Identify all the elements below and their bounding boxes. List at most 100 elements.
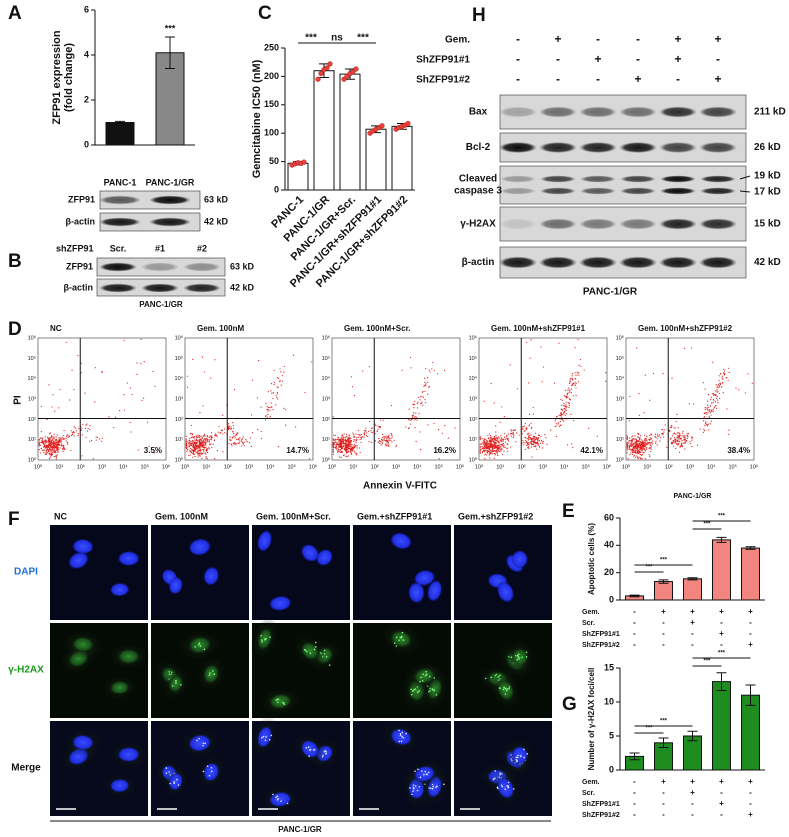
flow-event	[340, 438, 342, 440]
flow-event	[534, 432, 536, 434]
flow-event	[532, 413, 534, 415]
flow-event	[340, 445, 343, 447]
flow-event	[71, 434, 73, 436]
flow-event	[412, 404, 414, 406]
x-tick-label: 10²	[665, 464, 673, 470]
flow-event	[481, 437, 483, 440]
flow-event	[705, 411, 707, 414]
flow-event	[632, 450, 634, 452]
foci	[525, 651, 528, 654]
flow-event	[346, 455, 348, 457]
flow-event	[727, 379, 729, 381]
flow-event	[185, 440, 187, 442]
flow-event	[281, 380, 283, 382]
flow-event	[239, 440, 241, 442]
flow-event	[39, 444, 41, 446]
flow-event	[421, 401, 423, 403]
flow-event	[534, 439, 537, 441]
flow-event	[495, 431, 497, 433]
flow-event	[497, 446, 499, 448]
flow-event	[346, 435, 348, 438]
x-tick-label: 10⁰	[328, 463, 337, 470]
blot-label: Bax	[469, 107, 488, 118]
flow-event	[536, 439, 539, 441]
flow-event	[216, 450, 219, 452]
flow-event	[67, 434, 69, 436]
flow-event	[492, 444, 494, 446]
foci	[516, 658, 519, 661]
flow-event	[506, 438, 508, 440]
flow-event	[351, 446, 353, 449]
flow-event	[558, 342, 560, 344]
flow-event	[214, 359, 216, 361]
flow-event	[336, 448, 338, 450]
flow-event	[388, 445, 390, 447]
flow-event	[710, 420, 712, 422]
flow-event	[58, 438, 60, 440]
flow-event	[711, 409, 713, 411]
condition-sign: +	[719, 777, 724, 786]
flow-event	[356, 447, 358, 449]
flow-event	[214, 435, 216, 437]
flow-event	[480, 443, 483, 445]
flow-event	[194, 439, 196, 442]
flow-event	[205, 457, 207, 459]
flow-event	[384, 443, 386, 445]
flow-event	[705, 421, 707, 423]
blot-size: 63 kD	[204, 194, 229, 204]
flow-event	[209, 443, 211, 446]
flow-event	[386, 436, 388, 438]
flow-event	[646, 441, 648, 443]
flow-event	[532, 435, 534, 437]
flow-event	[356, 439, 358, 441]
flow-event	[266, 408, 268, 411]
flow-event	[709, 411, 711, 414]
flow-event	[626, 442, 628, 444]
flow-event	[264, 419, 267, 421]
foci	[208, 774, 211, 777]
panel-letter: B	[8, 251, 22, 272]
flow-event	[232, 427, 235, 429]
foci	[261, 639, 263, 641]
flow-event	[345, 440, 347, 442]
flow-event	[208, 446, 210, 448]
flow-event	[368, 366, 371, 368]
flow-event	[189, 454, 191, 456]
flow-event	[712, 408, 714, 410]
flow-event	[658, 435, 660, 437]
flow-event	[368, 420, 371, 422]
flow-event	[56, 448, 58, 451]
flow-event	[196, 434, 198, 436]
flow-event	[503, 446, 505, 448]
flow-event	[227, 429, 229, 431]
flow-event	[674, 439, 676, 441]
flow-event	[522, 427, 524, 429]
blot-band	[579, 106, 617, 118]
flow-event	[686, 437, 688, 440]
flow-event	[199, 412, 201, 414]
flow-event	[412, 415, 414, 417]
condition-sign: -	[633, 629, 636, 638]
foci	[409, 787, 411, 789]
flow-event	[528, 442, 530, 444]
flow-event	[626, 438, 628, 441]
flow-event	[512, 433, 514, 435]
flow-event	[349, 436, 351, 438]
flow-event	[63, 447, 66, 449]
condition-sign: -	[633, 640, 636, 649]
flow-event	[354, 436, 356, 438]
flow-event	[708, 415, 710, 417]
blot-label: Cleaved	[459, 174, 497, 185]
flow-event	[546, 443, 548, 445]
y-tick-label: 10⁰	[175, 456, 184, 463]
flow-event	[484, 449, 486, 451]
flow-event	[487, 440, 489, 443]
flow-event	[344, 439, 347, 441]
y-tick-label: 200	[264, 71, 279, 81]
flow-event	[560, 412, 563, 414]
foci	[401, 631, 404, 634]
y-tick-label: 10⁴	[469, 375, 478, 382]
flow-event	[388, 438, 390, 440]
flow-event	[643, 445, 645, 447]
flow-event	[233, 389, 236, 391]
